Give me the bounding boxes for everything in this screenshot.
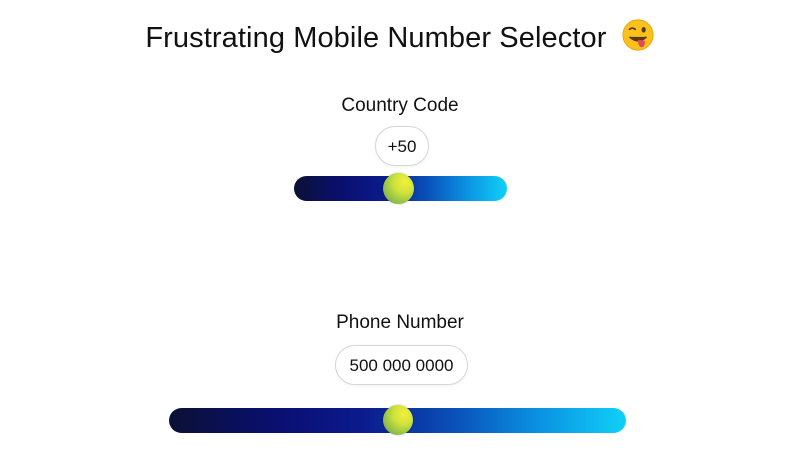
phone-number-value: 500 000 0000 <box>335 345 468 385</box>
country-code-value: +50 <box>375 126 429 166</box>
page-title-text: Frustrating Mobile Number Selector <box>145 22 607 54</box>
phone-number-label: Phone Number <box>336 312 464 333</box>
country-code-slider[interactable] <box>294 173 507 204</box>
phone-number-slider[interactable] <box>169 405 626 435</box>
page-title: Frustrating Mobile Number Selector <box>0 18 800 58</box>
phone-number-slider-thumb[interactable] <box>382 405 413 435</box>
winking-face-with-tongue-icon <box>622 19 654 51</box>
country-code-label: Country Code <box>341 95 459 116</box>
country-code-slider-thumb[interactable] <box>383 173 415 204</box>
